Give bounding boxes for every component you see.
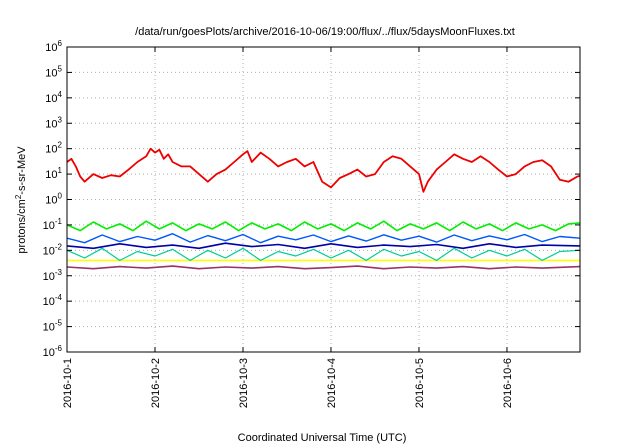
y-tick-label-base: 10 [45, 67, 57, 79]
y-tick-label-base: 10 [43, 220, 55, 232]
y-tick-label-exponent: -4 [55, 293, 63, 302]
series-line-7 [67, 147, 580, 193]
y-tick-label: 101 [45, 166, 62, 181]
y-tick-label-exponent: 6 [58, 39, 63, 48]
x-tick-label: 2016-10-4 [326, 358, 338, 408]
y-tick-label: 106 [45, 39, 62, 54]
y-tick-label: 10-5 [43, 319, 63, 334]
y-tick-label-base: 10 [45, 42, 57, 54]
y-tick-label-base: 10 [43, 296, 55, 308]
y-tick-label-exponent: 4 [58, 90, 63, 99]
y-tick-label-base: 10 [45, 195, 57, 207]
y-tick-label: 10-2 [43, 242, 63, 257]
x-axis-ticks: 2016-10-1 2016-10-2 2016-10-3 2016-10-4 2016… [62, 47, 514, 408]
y-tick-label-base: 10 [45, 169, 57, 181]
series-line-5 [67, 233, 580, 244]
y-tick-label: 102 [45, 141, 62, 156]
y-tick-label-base: 10 [43, 245, 55, 257]
y-tick-label-exponent: 5 [58, 64, 63, 73]
plot-grid [66, 46, 580, 353]
series-line-3 [67, 247, 580, 261]
y-tick-label-exponent: -1 [55, 217, 63, 226]
y-tick-label-exponent: -6 [55, 344, 63, 353]
x-tick-label: 2016-10-2 [150, 358, 162, 408]
x-tick-label: 2016-10-5 [414, 358, 426, 408]
chart-title: /data/run/goesPlots/archive/2016-10-06/1… [135, 26, 515, 38]
series-line-2 [67, 265, 580, 270]
y-tick-label-exponent: -3 [55, 268, 63, 277]
y-tick-label: 10-6 [43, 344, 63, 359]
y-axis-ticks: 10610510410310210110010-110-210-310-410-… [43, 39, 580, 359]
y-tick-label-exponent: 0 [58, 192, 63, 201]
y-axis-label-superscript: 2 [14, 194, 23, 199]
y-tick-label: 10-1 [43, 217, 63, 232]
y-tick-label: 103 [45, 115, 62, 130]
y-tick-label-base: 10 [45, 144, 57, 156]
x-tick-label: 2016-10-1 [62, 358, 74, 408]
y-tick-label-base: 10 [43, 322, 55, 334]
y-tick-label-exponent: 3 [58, 115, 63, 124]
y-tick-label-exponent: -2 [55, 242, 63, 251]
y-tick-label-base: 10 [45, 93, 57, 105]
y-tick-label-base: 10 [43, 271, 55, 283]
y-tick-label-base: 10 [43, 347, 55, 359]
series-line-4 [67, 242, 580, 250]
y-axis-label: protons/cm2-s-sr-MeV [14, 146, 28, 254]
x-axis-label: Coordinated Universal Time (UTC) [238, 432, 407, 444]
y-tick-label-exponent: 2 [58, 141, 63, 150]
y-tick-label: 10-4 [43, 293, 63, 308]
y-tick-label: 10-3 [43, 268, 63, 283]
y-tick-label-exponent: 1 [58, 166, 63, 175]
y-tick-label-base: 10 [45, 118, 57, 130]
y-tick-label: 100 [45, 192, 62, 207]
y-axis-label-part-1: protons/cm [16, 199, 28, 253]
y-tick-label: 104 [45, 90, 62, 105]
x-tick-label: 2016-10-3 [238, 358, 250, 408]
plot-series [67, 147, 580, 270]
y-axis-label-part-2: -s-sr-MeV [16, 146, 28, 195]
y-tick-label: 105 [45, 64, 62, 79]
x-tick-label: 2016-10-6 [502, 358, 514, 408]
series-line-6 [67, 220, 580, 232]
y-tick-label-exponent: -5 [55, 319, 63, 328]
